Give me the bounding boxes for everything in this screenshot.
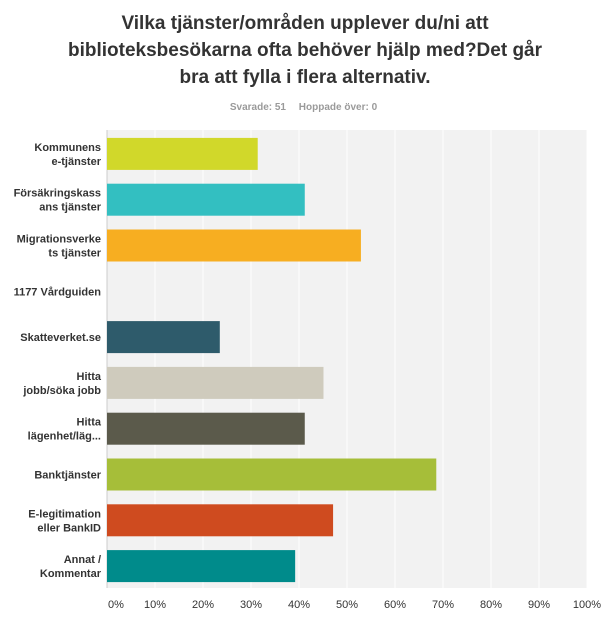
x-tick-label: 0% bbox=[108, 599, 124, 611]
category-label: Banktjänster bbox=[34, 470, 101, 482]
category-label: Skatteverket.se bbox=[20, 332, 101, 344]
category-label: Kommunens e-tjänster bbox=[34, 142, 101, 168]
x-tick-labels: 0% 10% 20% 30% 40% 50% 60% 70% 80% 90% 100% bbox=[108, 599, 601, 611]
bar bbox=[107, 183, 305, 216]
chart-title: Vilka tjänster/områden upplever du/ni at… bbox=[67, 13, 543, 88]
bar bbox=[107, 412, 305, 445]
x-tick-label: 80% bbox=[480, 599, 502, 611]
x-tick-label: 60% bbox=[384, 599, 406, 611]
category-label: Hitta jobb/söka jobb bbox=[22, 371, 101, 397]
bar bbox=[107, 458, 437, 491]
x-tick-label: 90% bbox=[528, 599, 550, 611]
category-label: 1177 Vårdguiden bbox=[14, 286, 102, 298]
x-tick-label: 40% bbox=[288, 599, 310, 611]
x-tick-label: 50% bbox=[336, 599, 358, 611]
response-stats: Svarade: 51 Hoppade över: 0 bbox=[0, 102, 607, 113]
x-tick-label: 10% bbox=[144, 599, 166, 611]
category-labels: Kommunens e-tjänster Försäkringskass ans tj… bbox=[14, 142, 102, 580]
skipped-count: Hoppade över: 0 bbox=[298, 102, 378, 113]
category-label: E-legitimation eller BankID bbox=[28, 508, 101, 534]
bars bbox=[107, 137, 437, 583]
x-tick-label: 100% bbox=[573, 599, 601, 611]
x-tick-label: 30% bbox=[240, 599, 262, 611]
category-label: Hitta lägenhet/läg... bbox=[28, 417, 102, 443]
answered-count: Svarade: 51 bbox=[229, 102, 286, 113]
bar bbox=[107, 550, 296, 583]
category-label: Försäkringskass ans tjänster bbox=[14, 188, 102, 214]
bar bbox=[107, 366, 324, 399]
x-tick-label: 70% bbox=[432, 599, 454, 611]
x-tick-label: 20% bbox=[192, 599, 214, 611]
category-label: Annat / Kommentar bbox=[40, 554, 102, 580]
bar bbox=[107, 504, 334, 537]
bar bbox=[107, 229, 361, 262]
bar bbox=[107, 321, 220, 354]
bar bbox=[107, 137, 258, 170]
category-label: Migrationsverke ts tjänster bbox=[17, 234, 102, 260]
